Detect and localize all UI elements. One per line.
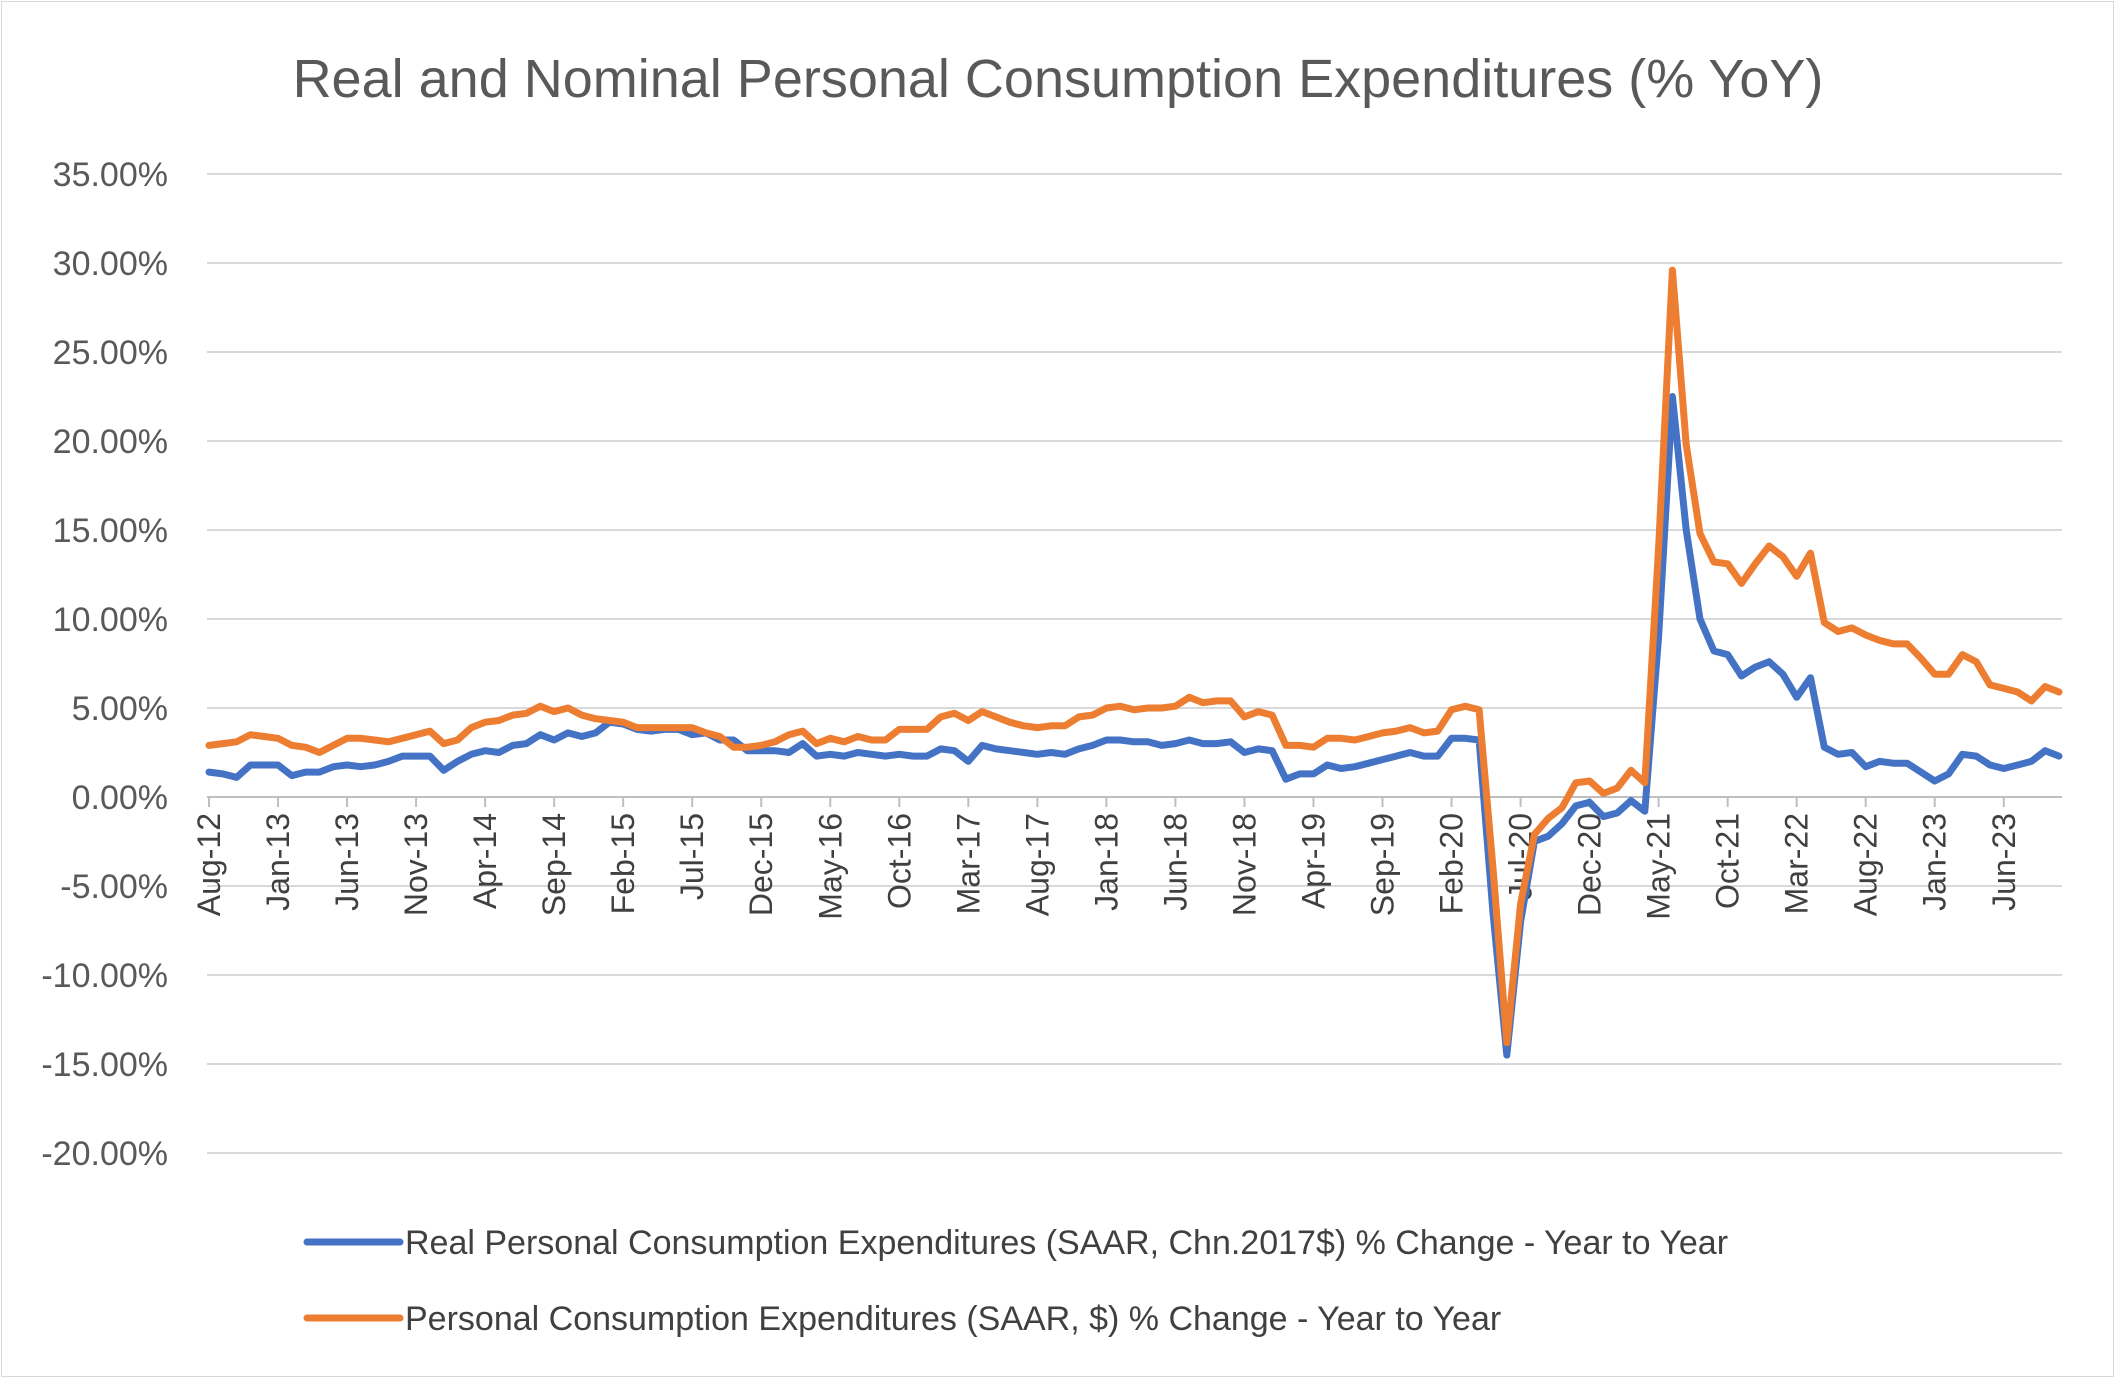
x-tick-label: Oct-16 xyxy=(881,813,917,909)
x-tick-label: Feb-20 xyxy=(1434,813,1470,914)
x-tick-label: Jun-13 xyxy=(329,813,365,911)
legend-label: Personal Consumption Expenditures (SAAR,… xyxy=(405,1300,1501,1338)
x-tick-label: Dec-15 xyxy=(743,813,779,916)
x-tick-label: Mar-17 xyxy=(950,813,986,914)
x-tick-label: Jun-18 xyxy=(1157,813,1193,911)
legend: Real Personal Consumption Expenditures (… xyxy=(303,1224,1728,1338)
x-tick-label: May-21 xyxy=(1641,813,1677,920)
chart-title: Real and Nominal Personal Consumption Ex… xyxy=(293,49,1824,109)
series-lines xyxy=(205,266,2063,1059)
x-tick-label: Mar-22 xyxy=(1779,813,1815,914)
y-tick-label: 25.00% xyxy=(53,334,168,372)
x-tick-label: Oct-21 xyxy=(1710,813,1746,909)
x-tick-label: Jan-18 xyxy=(1088,813,1124,911)
x-tick-label: May-16 xyxy=(812,813,848,920)
y-tick-label: -10.00% xyxy=(41,957,168,995)
y-tick-label: 35.00% xyxy=(53,156,168,194)
x-tick-label: Apr-19 xyxy=(1295,813,1331,909)
y-tick-label: -5.00% xyxy=(60,868,168,906)
x-tick-label: Aug-22 xyxy=(1848,813,1884,916)
y-tick-label: -15.00% xyxy=(41,1046,168,1084)
x-tick-label: Jul-15 xyxy=(674,813,710,900)
x-tick-label: Sep-19 xyxy=(1365,813,1401,916)
x-tick-label: Sep-14 xyxy=(536,813,572,916)
y-tick-label: 20.00% xyxy=(53,423,168,461)
x-tick-label: Feb-15 xyxy=(605,813,641,914)
x-axis: Aug-12 Jan-13 Jun-13 Nov-13 Apr-14 Sep-14 Feb-… xyxy=(191,796,2062,920)
x-tick-label: Jan-23 xyxy=(1917,813,1953,911)
x-tick-label: Jun-23 xyxy=(1986,813,2022,911)
x-tick-label: Jan-13 xyxy=(260,813,296,911)
y-tick-label: 10.00% xyxy=(53,601,168,639)
y-tick-label: 15.00% xyxy=(53,512,168,550)
x-tick-label: Apr-14 xyxy=(467,813,503,909)
x-tick-label: Aug-12 xyxy=(191,813,227,916)
gridlines xyxy=(207,173,2062,1154)
x-tick-label: Dec-20 xyxy=(1572,813,1608,916)
series-line-nominal-pce xyxy=(205,266,2063,1047)
y-tick-label: -20.00% xyxy=(41,1135,168,1173)
x-tick-label: Aug-17 xyxy=(1019,813,1055,916)
x-tick-label: Nov-13 xyxy=(398,813,434,916)
y-tick-label: 30.00% xyxy=(53,245,168,283)
y-tick-label: 5.00% xyxy=(72,690,168,728)
y-tick-label: 0.00% xyxy=(72,779,168,817)
series-line-real-pce xyxy=(205,393,2063,1059)
legend-label: Real Personal Consumption Expenditures (… xyxy=(405,1224,1728,1262)
y-axis-tick-labels: 35.00% 30.00% 25.00% 20.00% 15.00% 10.00% 5.00… xyxy=(41,156,168,1173)
x-tick-label: Nov-18 xyxy=(1226,813,1262,916)
